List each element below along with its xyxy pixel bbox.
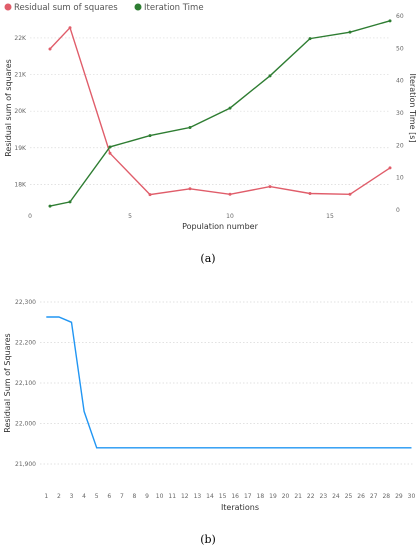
rss-data-point bbox=[268, 185, 272, 189]
iteration-time-data-point bbox=[48, 204, 52, 208]
rss-data-point bbox=[108, 151, 112, 155]
chart-a-y2-axis-title: Iteration Time [s] bbox=[408, 73, 417, 142]
chart-b-x-axis-title: Iterations bbox=[221, 503, 259, 512]
chart-b-x-tick-label: 22 bbox=[307, 493, 315, 500]
chart-a-y-ticks: 18K 19K 20K 21K 22K bbox=[14, 35, 27, 188]
chart-b-x-tick-label: 2 bbox=[57, 493, 61, 500]
iteration-time-data-point bbox=[108, 145, 112, 149]
chart-b-x-tick-label: 16 bbox=[231, 493, 239, 500]
rss-series-line bbox=[49, 26, 391, 196]
legend-swatch-time bbox=[134, 3, 142, 11]
chart-b-y-tick-label: 22,200 bbox=[15, 340, 36, 347]
iteration-time-data-point bbox=[348, 30, 352, 34]
chart-a-y2-ticks: 0 10 20 30 40 50 60 bbox=[396, 13, 404, 214]
chart-b-x-tick-label: 24 bbox=[332, 493, 340, 500]
rss-data-point bbox=[308, 192, 312, 196]
chart-a-y2-tick-label: 50 bbox=[396, 45, 404, 52]
panel-label-b: (b) bbox=[200, 533, 216, 546]
chart-b-y-tick-label: 22,300 bbox=[15, 299, 36, 306]
chart-b-x-tick-label: 18 bbox=[257, 493, 265, 500]
chart-b-gridlines bbox=[40, 301, 414, 465]
chart-b-x-tick-label: 10 bbox=[156, 493, 164, 500]
chart-b-x-tick-label: 20 bbox=[282, 493, 290, 500]
chart-a-legend: Residual sum of squares Iteration Time bbox=[4, 3, 204, 13]
chart-a-x-tick-label: 5 bbox=[128, 213, 132, 220]
chart-a-y2-tick-label: 10 bbox=[396, 175, 404, 182]
chart-a-y-tick-label: 19K bbox=[14, 145, 27, 152]
chart-b-x-tick-label: 29 bbox=[395, 493, 403, 500]
chart-b-x-tick-label: 27 bbox=[370, 493, 378, 500]
iteration-time-data-point bbox=[308, 37, 312, 41]
chart-b-x-tick-label: 6 bbox=[107, 493, 111, 500]
chart-b-x-tick-label: 7 bbox=[120, 493, 124, 500]
rss-data-point bbox=[228, 192, 232, 196]
iteration-time-data-point bbox=[268, 74, 272, 78]
rss-data-point bbox=[388, 166, 392, 170]
chart-b-x-tick-label: 4 bbox=[82, 493, 86, 500]
legend-label-time: Iteration Time bbox=[144, 3, 204, 13]
chart-b-x-tick-label: 3 bbox=[70, 493, 74, 500]
rss-data-point bbox=[68, 26, 72, 30]
iteration-time-data-point bbox=[68, 200, 72, 204]
chart-b-x-tick-label: 8 bbox=[133, 493, 137, 500]
iteration-time-data-point bbox=[188, 126, 192, 130]
chart-a-y-tick-label: 20K bbox=[14, 108, 27, 115]
chart-b-x-tick-label: 19 bbox=[269, 493, 277, 500]
chart-a: Residual sum of squares Iteration Time 1… bbox=[4, 3, 417, 265]
chart-a-series bbox=[48, 19, 392, 208]
chart-a-x-axis-title: Population number bbox=[182, 222, 259, 231]
chart-a-y-axis-title: Residual sum of squares bbox=[4, 59, 13, 157]
chart-b-x-ticks: 1 2 3 4 5 6 7 8 9 10 11 12 13 14 15 16 17 18 19 20 21 22 23 24 2… bbox=[44, 493, 415, 500]
chart-a-y2-tick-label: 20 bbox=[396, 142, 404, 149]
chart-b-y-tick-label: 22,100 bbox=[15, 380, 36, 387]
chart-a-x-tick-label: 0 bbox=[28, 213, 32, 220]
rss-data-point bbox=[188, 187, 192, 191]
chart-b-x-tick-label: 28 bbox=[382, 493, 390, 500]
chart-a-y2-tick-label: 60 bbox=[396, 13, 404, 20]
chart-b-x-tick-label: 5 bbox=[95, 493, 99, 500]
chart-a-x-ticks: 0 5 10 15 bbox=[28, 213, 334, 220]
chart-b-y-tick-label: 21,900 bbox=[15, 461, 36, 468]
chart-b-x-tick-label: 14 bbox=[206, 493, 214, 500]
rss-data-point bbox=[148, 193, 152, 197]
chart-a-y-tick-label: 21K bbox=[14, 72, 27, 79]
chart-b-x-tick-label: 15 bbox=[219, 493, 227, 500]
chart-b-series bbox=[46, 316, 412, 449]
rss-data-point bbox=[348, 192, 352, 196]
chart-b-x-tick-label: 17 bbox=[244, 493, 252, 500]
chart-a-y2-tick-label: 0 bbox=[396, 207, 400, 214]
legend-label-rss: Residual sum of squares bbox=[14, 3, 118, 13]
chart-a-gridlines bbox=[30, 37, 390, 185]
iteration-time-data-point bbox=[388, 19, 392, 23]
panel-label-a: (a) bbox=[200, 252, 215, 265]
chart-b-x-tick-label: 13 bbox=[194, 493, 202, 500]
chart-b-x-tick-label: 21 bbox=[294, 493, 302, 500]
rss-iterations-series-line bbox=[46, 316, 412, 449]
rss-data-point bbox=[48, 47, 52, 51]
chart-a-y-tick-label: 22K bbox=[14, 35, 27, 42]
chart-b-x-tick-label: 1 bbox=[44, 493, 48, 500]
iteration-time-data-point bbox=[148, 134, 152, 138]
chart-b-y-ticks: 21,900 22,000 22,100 22,200 22,300 bbox=[15, 299, 36, 468]
chart-b-x-tick-label: 25 bbox=[345, 493, 353, 500]
chart-a-y2-tick-label: 40 bbox=[396, 78, 404, 85]
legend-swatch-rss bbox=[4, 3, 12, 11]
chart-b-y-tick-label: 22,000 bbox=[15, 421, 36, 428]
chart-b-x-tick-label: 11 bbox=[168, 493, 176, 500]
chart-b-x-tick-label: 30 bbox=[408, 493, 416, 500]
chart-a-y-tick-label: 18K bbox=[14, 181, 27, 188]
chart-b-x-tick-label: 9 bbox=[145, 493, 149, 500]
chart-b-x-tick-label: 23 bbox=[320, 493, 328, 500]
iteration-time-data-point bbox=[228, 106, 232, 110]
chart-b-x-tick-label: 12 bbox=[181, 493, 189, 500]
chart-a-y2-tick-label: 30 bbox=[396, 110, 404, 117]
iteration-time-series-line bbox=[49, 20, 391, 207]
chart-b-y-axis-title: Residual Sum of Squares bbox=[3, 333, 12, 432]
chart-b-x-tick-label: 26 bbox=[357, 493, 365, 500]
chart-a-x-tick-label: 15 bbox=[326, 213, 334, 220]
chart-a-x-tick-label: 10 bbox=[226, 213, 234, 220]
